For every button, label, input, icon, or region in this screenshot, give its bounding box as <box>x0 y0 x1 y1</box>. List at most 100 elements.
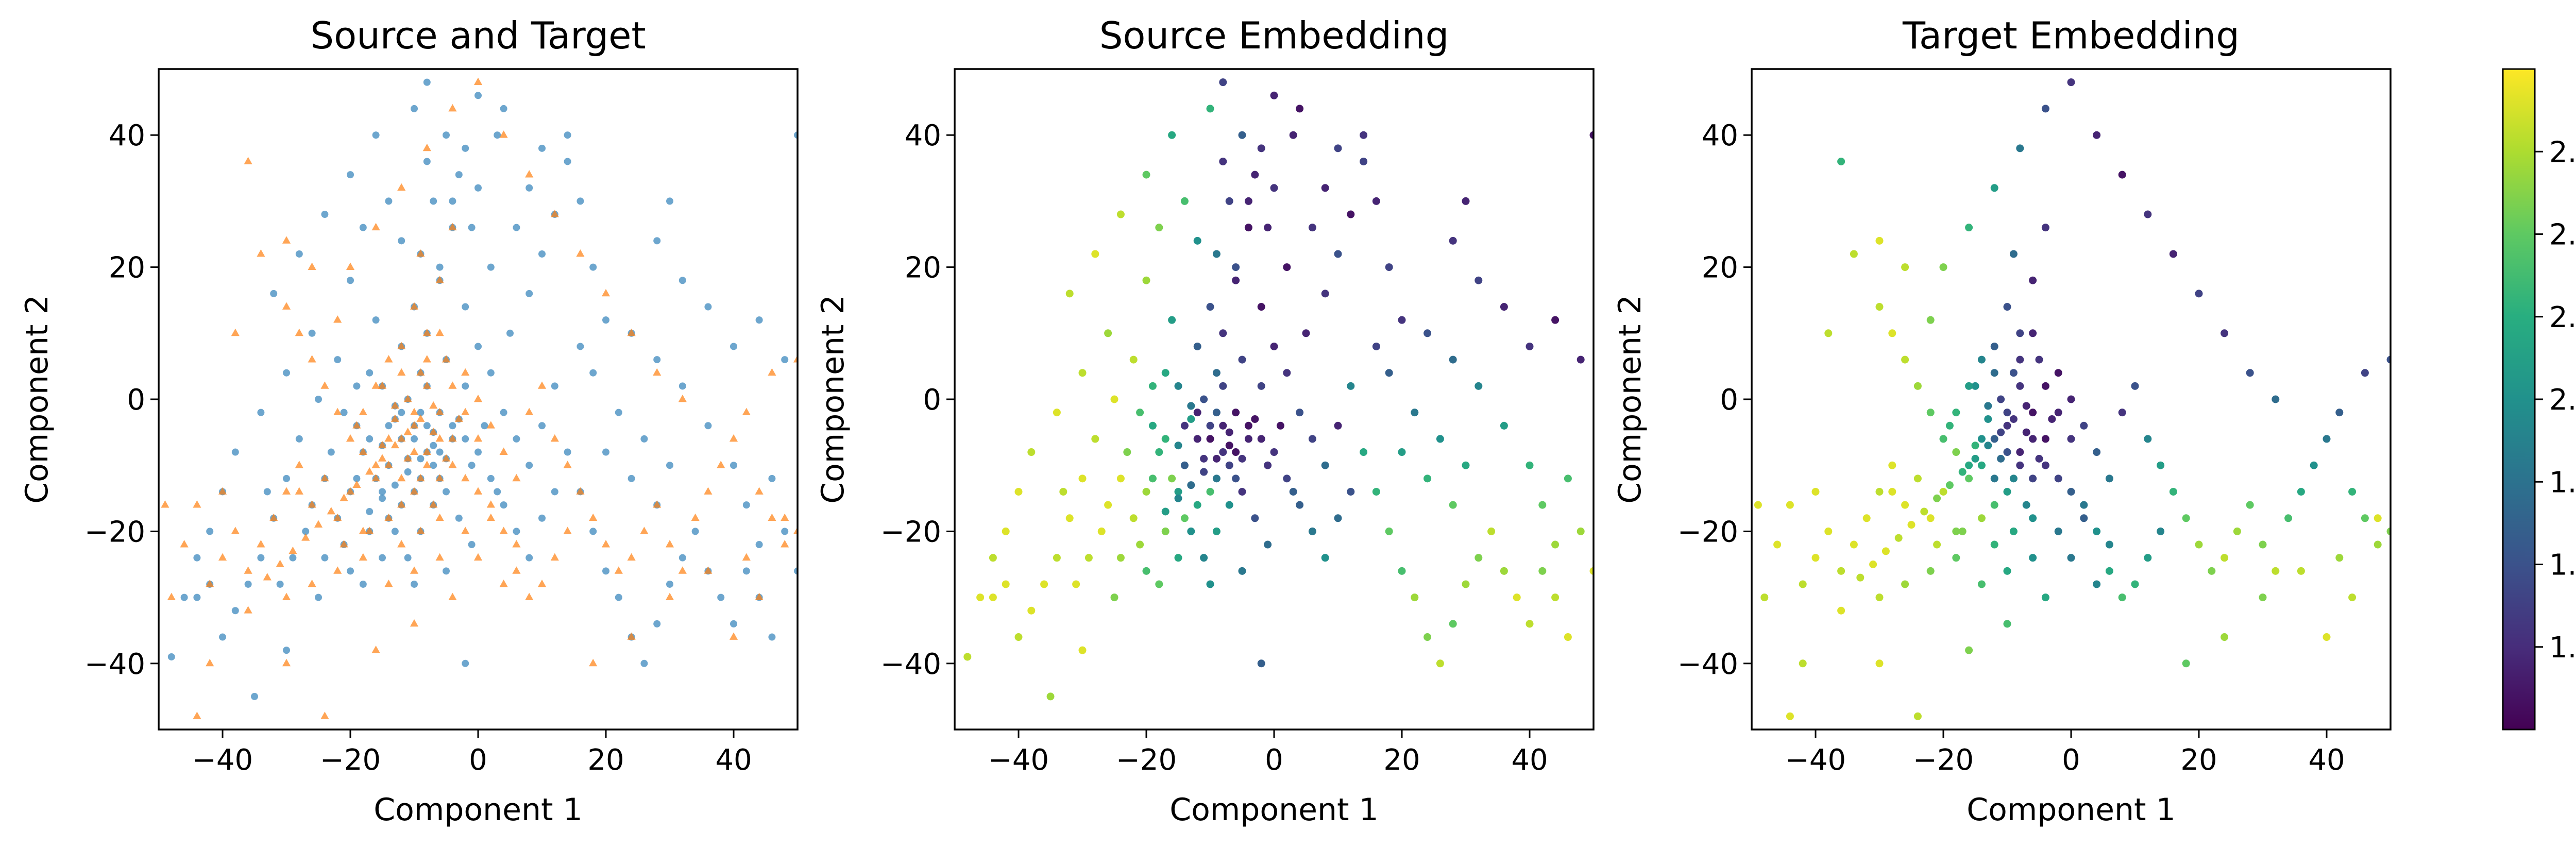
embedding-point <box>1875 659 1884 668</box>
source-point <box>449 422 456 430</box>
source-point <box>468 541 476 549</box>
embedding-point <box>1264 224 1272 232</box>
target-point <box>397 434 406 442</box>
source-point <box>289 554 297 562</box>
embedding-point <box>1977 514 1986 522</box>
source-point <box>666 197 673 205</box>
embedding-point <box>1136 540 1144 549</box>
embedding-point <box>2067 487 2075 496</box>
embedding-point <box>1027 448 1036 456</box>
embedding-point <box>2144 554 2152 562</box>
target-point <box>640 527 649 534</box>
target-point <box>627 553 636 561</box>
embedding-point <box>2348 487 2357 496</box>
source-point <box>327 448 335 456</box>
embedding-point <box>1244 435 1252 443</box>
source-point <box>283 369 290 377</box>
target-point <box>422 447 431 455</box>
embedding-point <box>1990 501 1998 509</box>
embedding-point <box>1289 131 1297 139</box>
embedding-point <box>1462 197 1470 205</box>
embedding-point <box>1155 224 1163 232</box>
embedding-point <box>1219 157 1227 165</box>
embedding-point <box>1875 487 1884 496</box>
embedding-point <box>2093 580 2101 588</box>
embedding-point <box>1104 501 1112 509</box>
target-point <box>614 566 623 574</box>
target-point <box>327 506 335 515</box>
embedding-point <box>1002 580 1010 588</box>
target-point <box>193 711 201 719</box>
embedding-point <box>1385 369 1393 377</box>
embedding-point <box>1952 448 1960 456</box>
source-point <box>768 474 776 482</box>
embedding-point <box>2009 527 2018 535</box>
y-tick-label: 0 <box>923 383 941 417</box>
source-point <box>577 343 584 350</box>
target-point <box>589 658 598 667</box>
source-point <box>615 409 622 416</box>
embedding-point <box>2080 501 2088 509</box>
embedding-point <box>1773 540 1782 549</box>
embedding-point <box>2016 382 2024 390</box>
colorbar-tick-label: 2.25 <box>2549 301 2576 334</box>
embedding-point <box>2009 474 2018 483</box>
embedding-point <box>1206 303 1214 311</box>
embedding-point <box>2144 435 2152 443</box>
target-point <box>333 513 342 521</box>
target-point <box>167 592 176 600</box>
source-point <box>321 211 329 218</box>
target-point <box>473 395 483 402</box>
source-point <box>417 409 425 416</box>
embedding-point <box>1078 474 1087 483</box>
embedding-point <box>2029 329 2037 337</box>
x-tick-label: 0 <box>1265 743 1283 777</box>
embedding-point <box>1894 534 1903 542</box>
source-point <box>379 488 386 496</box>
y-tick-label: 40 <box>1702 119 1738 152</box>
embedding-point <box>1760 593 1769 602</box>
embedding-point <box>1939 487 1947 496</box>
source-point <box>487 474 495 482</box>
source-point <box>615 593 622 601</box>
embedding-point <box>2157 527 2165 535</box>
target-point <box>435 276 444 283</box>
source-point <box>640 435 648 443</box>
source-point <box>481 422 488 430</box>
panel-1-points <box>161 77 798 719</box>
embedding-point <box>1161 369 1170 377</box>
embedding-point <box>1142 567 1150 575</box>
source-point <box>180 593 188 601</box>
embedding-point <box>1965 461 1973 469</box>
target-point <box>461 473 470 482</box>
source-point <box>781 528 789 535</box>
target-point <box>378 454 387 462</box>
embedding-point <box>1308 527 1316 535</box>
embedding-point <box>1200 468 1208 476</box>
embedding-point <box>1219 448 1227 456</box>
source-point <box>308 329 316 337</box>
target-point <box>435 408 444 416</box>
embedding-point <box>2118 409 2126 417</box>
source-point <box>359 224 367 231</box>
embedding-point <box>2003 620 2011 628</box>
embedding-point <box>1084 554 1093 562</box>
embedding-point <box>2118 593 2126 602</box>
embedding-point <box>1244 421 1252 430</box>
embedding-point <box>1110 395 1118 403</box>
embedding-point <box>2029 276 2037 284</box>
y-tick-label: −40 <box>84 648 145 681</box>
panel-1-title: Source and Target <box>310 14 646 57</box>
source-point <box>538 422 546 430</box>
embedding-point <box>2272 395 2280 403</box>
target-point <box>391 440 399 449</box>
embedding-point <box>2246 501 2254 509</box>
embedding-point <box>2221 329 2229 337</box>
source-point <box>423 422 431 430</box>
target-point <box>691 513 700 521</box>
target-point <box>486 500 495 508</box>
target-point <box>308 579 316 587</box>
target-point <box>448 461 457 468</box>
embedding-point <box>1551 593 1560 602</box>
target-point <box>384 461 393 468</box>
